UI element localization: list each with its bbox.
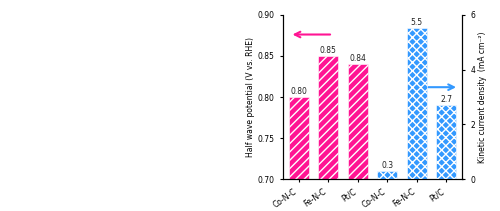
Text: 0.84: 0.84 [350,54,366,63]
Bar [436,105,456,179]
Text: 0.3: 0.3 [381,161,394,170]
Text: 0.85: 0.85 [320,46,336,55]
Bar [377,171,398,179]
Bar [406,28,427,179]
Text: 0.80: 0.80 [290,87,307,96]
Bar [348,64,368,179]
Y-axis label: Kinetic current density  (mA cm⁻²): Kinetic current density (mA cm⁻²) [478,31,487,163]
Bar [288,97,309,179]
Y-axis label: Half wave potential (V vs. RHE): Half wave potential (V vs. RHE) [246,37,255,157]
Text: 2.7: 2.7 [440,95,452,104]
Bar [318,56,338,179]
Text: 5.5: 5.5 [410,18,423,27]
